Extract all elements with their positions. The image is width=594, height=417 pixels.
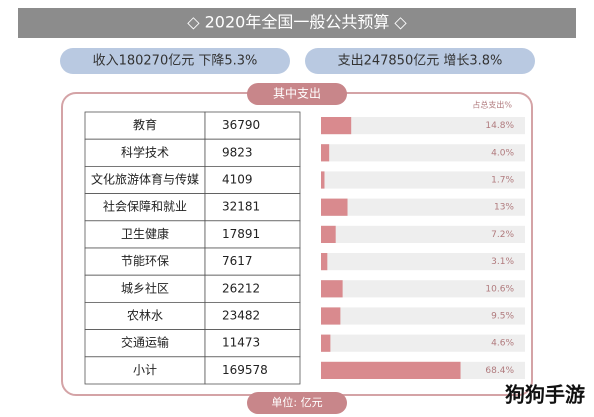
amount-cell [204,111,301,140]
share-label: 13% [494,203,514,213]
row-name: 节能环保 [121,254,169,268]
bar [321,198,348,216]
amount-cell [204,220,301,249]
share-label: 4.0% [491,148,514,158]
row-amount: 11473 [222,336,260,350]
row-amount: 23482 [222,309,260,323]
income-pill [60,48,290,74]
amount-cell [204,247,301,276]
bar-track [321,280,525,298]
title-bar [18,8,576,38]
name-cell [84,301,206,330]
bar-track [321,171,525,189]
income: 收入180270亿元 下降5.3% [93,54,258,69]
name-cell [84,329,206,358]
name-cell [84,111,206,140]
row-name: 教育 [133,117,157,132]
row-name: 小计 [133,363,157,377]
share-label: 10.6% [485,284,514,294]
bar [321,117,352,135]
name-cell [84,247,206,276]
expense: 支出247850亿元 增长3.8% [338,54,503,69]
name-cell [84,193,206,222]
bar [321,361,461,379]
row-amount: 17891 [222,227,260,241]
section-title: 其中支出 [273,86,321,101]
row-amount: 4109 [222,173,253,187]
bar-track [321,144,525,162]
amount-cell [204,165,301,194]
row-name: 交通运输 [121,335,169,350]
row-name: 城乡社区 [121,280,169,295]
bar [321,144,330,162]
title: ◇ 2020年全国一般公共预算 ◇ [187,13,407,32]
bar-track [321,225,525,243]
row-amount: 32181 [222,200,260,214]
section-tab [247,83,347,105]
unit-tab [247,392,347,414]
share-label: 14.8% [485,121,514,131]
bar-track [321,253,525,271]
bar [321,171,325,189]
row-amount: 9823 [222,145,253,159]
share-label: 1.7% [491,176,514,186]
share-label: 7.2% [491,230,514,240]
bar [321,225,336,243]
name-cell [84,165,206,194]
bar-track [321,198,525,216]
row-name: 农林水 [127,309,163,323]
bar [321,253,328,271]
row-name: 科学技术 [121,144,169,159]
share-label: 68.4% [485,366,514,376]
expense-pill [305,48,535,74]
bar-track [321,117,525,135]
amount-cell [204,138,301,167]
amount-cell [204,274,301,303]
amount-cell [204,356,301,385]
row-amount: 26212 [222,281,260,295]
name-cell [84,274,206,303]
row-name: 社会保障和就业 [103,199,187,214]
share-label: 9.5% [491,312,514,322]
watermark: 狗狗手游 [505,383,585,407]
row-name: 卫生健康 [121,226,169,241]
bar-track [321,307,525,325]
row-amount: 169578 [222,363,268,377]
bar [321,334,331,352]
bar-track [321,334,525,352]
unit: 单位: 亿元 [271,395,322,409]
name-cell [84,356,206,385]
share-label: 4.6% [491,339,514,349]
row-amount: 36790 [222,118,260,132]
name-cell [84,138,206,167]
row-name: 文化旅游体育与传媒 [91,172,199,187]
percent-header: 占总支出% [472,100,512,110]
amount-cell [204,329,301,358]
row-amount: 7617 [222,254,253,268]
share-label: 3.1% [491,257,514,267]
bar [321,280,343,298]
bar [321,307,341,325]
